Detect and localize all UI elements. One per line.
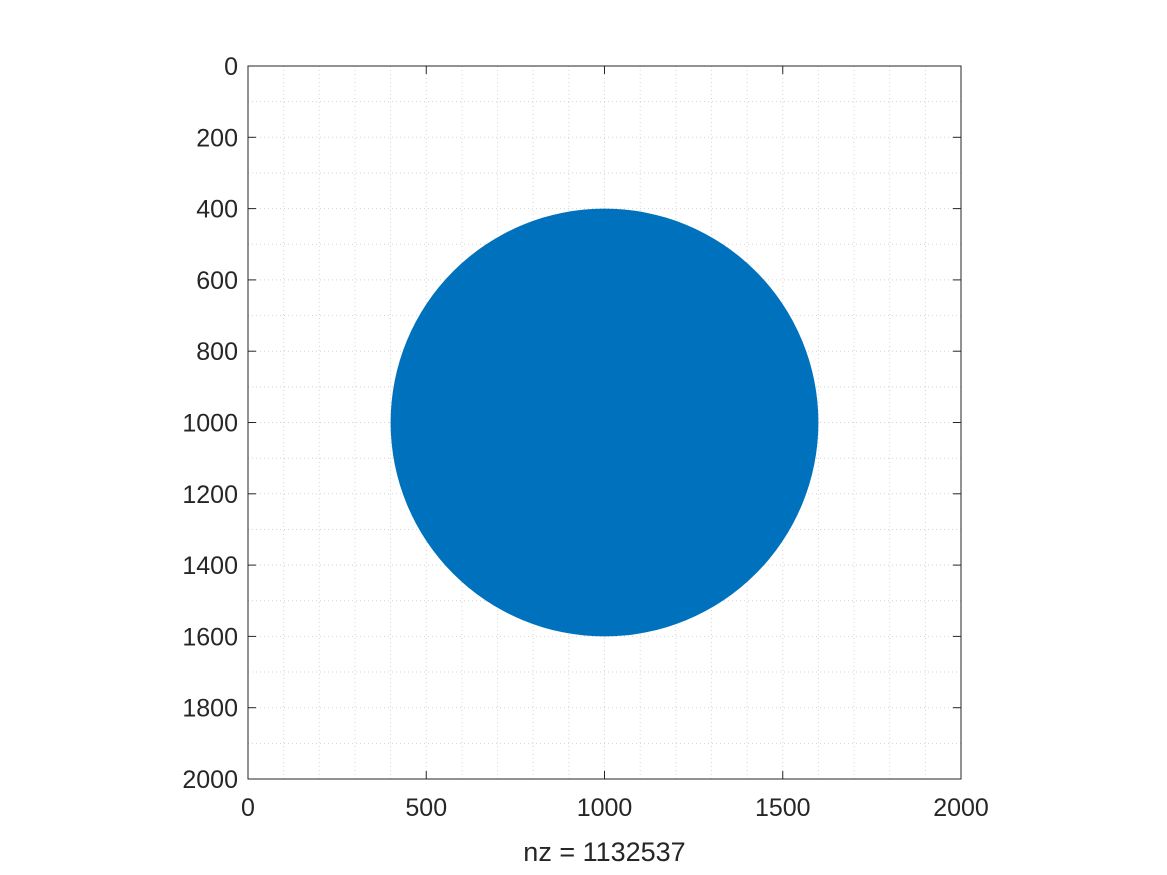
y-tick-label: 1200 — [182, 481, 238, 509]
y-tick-label: 1000 — [182, 410, 238, 438]
y-tick-label: 1800 — [182, 695, 238, 723]
x-tick-label: 1000 — [577, 794, 633, 822]
tick-marks — [247, 65, 962, 780]
x-tick-label: 1500 — [755, 794, 811, 822]
y-tick-label: 0 — [224, 53, 238, 81]
y-tick-labels: 0 200 400 600 800 1000 1200 1400 1600 1800 2000 — [182, 53, 238, 794]
y-tick-label: 400 — [196, 196, 238, 224]
x-tick-labels: 0 500 1000 1500 2000 — [241, 794, 989, 822]
nonzero-disk — [390, 208, 819, 637]
x-axis-label: nz = 1132537 — [523, 837, 685, 867]
y-tick-label: 800 — [196, 338, 238, 366]
y-tick-label: 1400 — [182, 552, 238, 580]
nonzero-marks — [390, 208, 819, 637]
x-tick-label: 500 — [405, 794, 447, 822]
y-tick-label: 1600 — [182, 623, 238, 651]
y-tick-label: 2000 — [182, 766, 238, 794]
y-tick-label: 600 — [196, 267, 238, 295]
x-tick-label: 2000 — [933, 794, 989, 822]
x-tick-label: 0 — [241, 794, 255, 822]
y-tick-label: 200 — [196, 124, 238, 152]
